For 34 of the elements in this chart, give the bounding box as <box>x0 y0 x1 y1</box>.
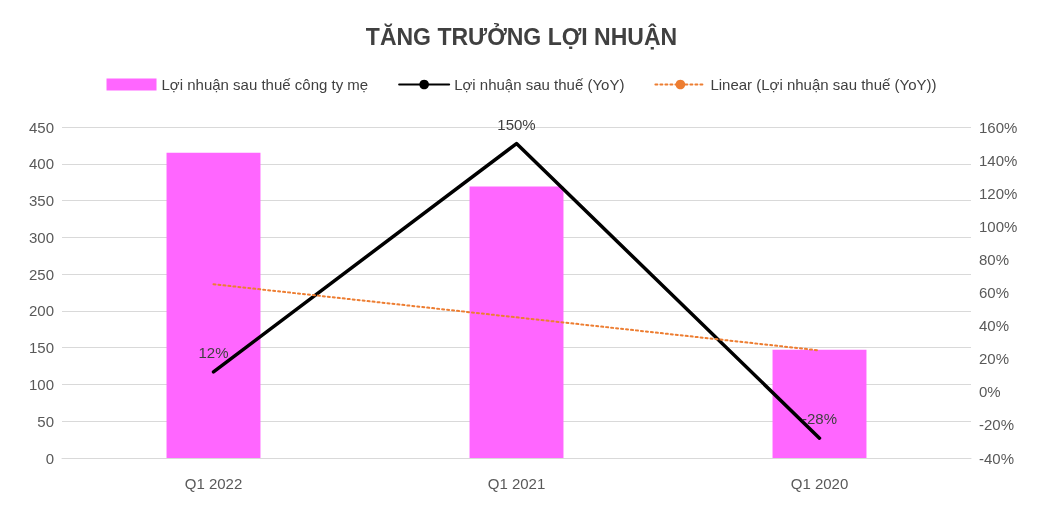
data-label: 150% <box>497 115 536 133</box>
y2-tick-label: -40% <box>979 449 1015 467</box>
data-label: -28% <box>801 410 838 428</box>
x-tick-label: Q1 2022 <box>184 475 243 492</box>
bar <box>469 186 564 458</box>
y2-tick-label: 40% <box>979 317 1010 335</box>
y2-tick-label: 120% <box>979 184 1018 202</box>
y-tick-label: 250 <box>28 265 54 283</box>
legend-label: Linear (Lợi nhuận sau thuế (YoY)) <box>710 76 937 93</box>
legend-label: Lợi nhuận sau thuế công ty mẹ <box>161 76 369 93</box>
y2-tick-label: 20% <box>979 350 1010 368</box>
y-tick-label: 100 <box>28 375 54 393</box>
y-tick-label: 450 <box>28 118 54 136</box>
x-tick-label: Q1 2020 <box>790 475 849 492</box>
y-tick-label: 400 <box>28 155 54 173</box>
y-tick-label: 350 <box>28 192 54 210</box>
y2-tick-label: 100% <box>979 217 1018 235</box>
y-tick-label: 200 <box>28 302 54 320</box>
bar <box>166 152 261 458</box>
y-tick-label: 50 <box>37 412 54 430</box>
chart-title: TĂNG TRƯỞNG LỢI NHUẬN <box>365 21 678 50</box>
y2-tick-label: 80% <box>979 250 1010 268</box>
bar <box>772 349 867 458</box>
y2-tick-label: 140% <box>979 151 1018 169</box>
legend-label: Lợi nhuận sau thuế (YoY) <box>454 76 625 93</box>
y-tick-label: 0 <box>45 449 54 467</box>
y2-tick-label: 160% <box>979 118 1018 136</box>
y2-tick-label: -20% <box>979 416 1015 434</box>
y-tick-label: 150 <box>28 339 54 357</box>
x-tick-label: Q1 2021 <box>487 475 546 492</box>
y-tick-label: 300 <box>28 228 54 246</box>
y2-tick-label: 60% <box>979 284 1010 301</box>
y2-tick-label: 0% <box>979 383 1001 401</box>
data-label: 12% <box>198 343 229 361</box>
